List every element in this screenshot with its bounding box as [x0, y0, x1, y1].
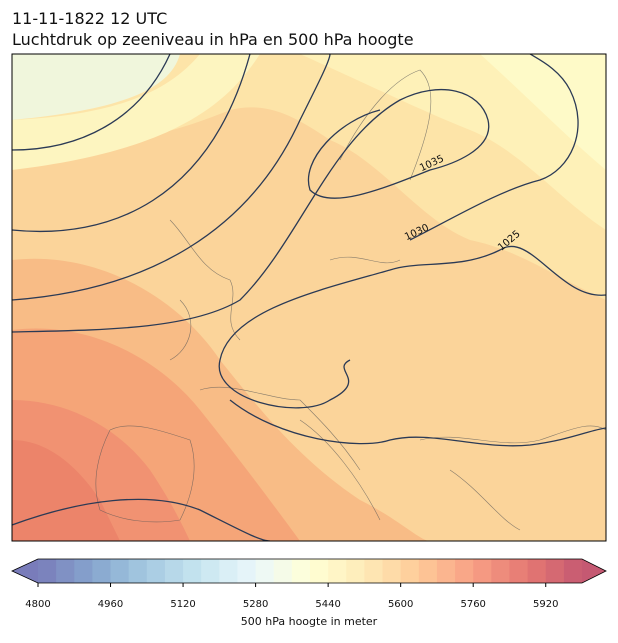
colorbar-extend-high [582, 559, 606, 583]
colorbar-box [128, 559, 148, 583]
colorbar-tick-label: 5440 [315, 599, 340, 610]
colorbar-box [74, 559, 93, 583]
colorbar-tick-label: 4960 [98, 599, 123, 610]
colorbar-box [400, 559, 420, 583]
colorbar-box [56, 559, 75, 583]
colorbar-box [364, 559, 384, 583]
colorbar-box [219, 559, 238, 583]
colorbar-box [164, 559, 184, 583]
colorbar-box [237, 559, 257, 583]
map [12, 54, 606, 541]
colorbar-box [491, 559, 510, 583]
colorbar-tick-label: 5120 [170, 599, 195, 610]
colorbar-box [382, 559, 402, 583]
colorbar-box [346, 559, 365, 583]
colorbar-box [563, 559, 583, 583]
colorbar: 4800 4960 5120 5280 5440 5600 5760 5920 [11, 558, 607, 610]
colorbar-box [110, 559, 130, 583]
colorbar-box [473, 559, 492, 583]
colorbar-label: 500 hPa hoogte in meter [241, 615, 378, 628]
main-title: Luchtdruk op zeeniveau in hPa en 500 hPa… [12, 30, 414, 49]
colorbar-box [328, 559, 347, 583]
colorbar-box [201, 559, 220, 583]
map-frame [11, 53, 607, 542]
colorbar-tick-label: 5280 [243, 599, 268, 610]
colorbar-box [255, 559, 275, 583]
colorbar-box [273, 559, 293, 583]
colorbar-box [310, 559, 329, 583]
colorbar-tick-label: 4800 [25, 599, 50, 610]
colorbar-box [183, 559, 202, 583]
colorbar-extend-low [12, 559, 38, 583]
colorbar-box [291, 559, 311, 583]
colorbar-box [509, 559, 529, 583]
colorbar-box [436, 559, 456, 583]
colorbar-box [545, 559, 565, 583]
colorbar-box [92, 559, 112, 583]
colorbar-tick-label: 5920 [533, 599, 558, 610]
colorbar-box [418, 559, 438, 583]
colorbar-box [146, 559, 166, 583]
colorbar-tick-label: 5760 [460, 599, 485, 610]
colorbar-tick-label: 5600 [388, 599, 413, 610]
colorbar-box [38, 559, 57, 583]
colorbar-box [527, 559, 547, 583]
colorbar-outline [11, 558, 607, 584]
date-title: 11-11-1822 12 UTC [12, 9, 167, 28]
colorbar-box [455, 559, 474, 583]
